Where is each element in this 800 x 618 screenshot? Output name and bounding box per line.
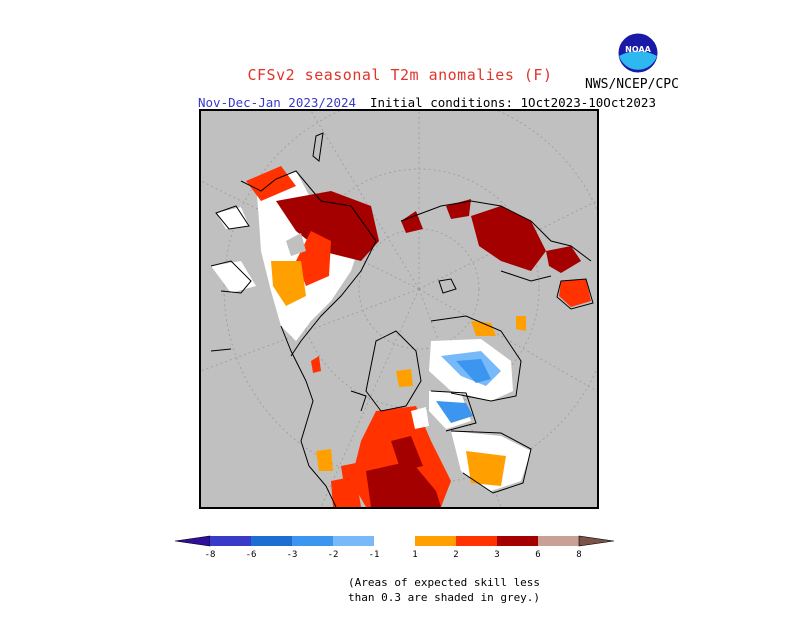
logo-text: NOAA — [625, 45, 651, 54]
colorbar-tick-label: 8 — [576, 550, 581, 560]
color-scale-legend: -8 -6 -3 -2 -1 1 2 3 6 8 — [174, 535, 615, 560]
colorbar-swatch — [456, 536, 497, 546]
colorbar-arrow-high — [578, 535, 615, 547]
colorbar-swatch — [538, 536, 579, 546]
agency-label: NWS/NCEP/CPC — [585, 77, 679, 92]
colorbar-swatch — [333, 536, 374, 546]
skill-note-line2: than 0.3 are shaded in grey.) — [348, 591, 541, 604]
forecast-period: Nov-Dec-Jan 2023/2024 — [198, 95, 357, 110]
colorbar-swatch — [210, 536, 251, 546]
polar-map-canvas — [201, 111, 597, 507]
initial-conditions: Initial conditions: 1Oct2023-10Oct2023 — [370, 95, 656, 110]
colorbar-tick-label: 2 — [453, 550, 458, 560]
colorbar-tick-label: -3 — [287, 550, 298, 560]
colorbar-tick-label: 6 — [535, 550, 540, 560]
colorbar-tick-label: 3 — [494, 550, 499, 560]
colorbar-swatch — [292, 536, 333, 546]
eurasia-anomalies — [396, 199, 591, 491]
anomaly-map — [199, 109, 599, 509]
noaa-logo-icon — [617, 32, 659, 74]
skill-note-line1: (Areas of expected skill less — [348, 576, 541, 589]
color-scale-ticks: -8 -6 -3 -2 -1 1 2 3 6 8 — [205, 550, 582, 560]
colorbar-swatch — [374, 536, 415, 546]
asia-anomalies — [316, 406, 451, 507]
colorbar-tick-label: -1 — [369, 550, 380, 560]
colorbar-tick-label: -6 — [246, 550, 257, 560]
colorbar-swatch — [415, 536, 456, 546]
colorbar-tick-label: -2 — [328, 550, 339, 560]
colorbar-tick-label: -8 — [205, 550, 216, 560]
coastlines — [210, 132, 594, 507]
colorbar-arrow-low — [174, 535, 211, 547]
colorbar-swatch — [251, 536, 292, 546]
color-scale-swatches — [174, 535, 615, 547]
north-america-anomalies — [211, 166, 379, 373]
colorbar-tick-label: 1 — [412, 550, 417, 560]
colorbar-swatch — [497, 536, 538, 546]
map-title: CFSv2 seasonal T2m anomalies (F) — [247, 66, 553, 84]
